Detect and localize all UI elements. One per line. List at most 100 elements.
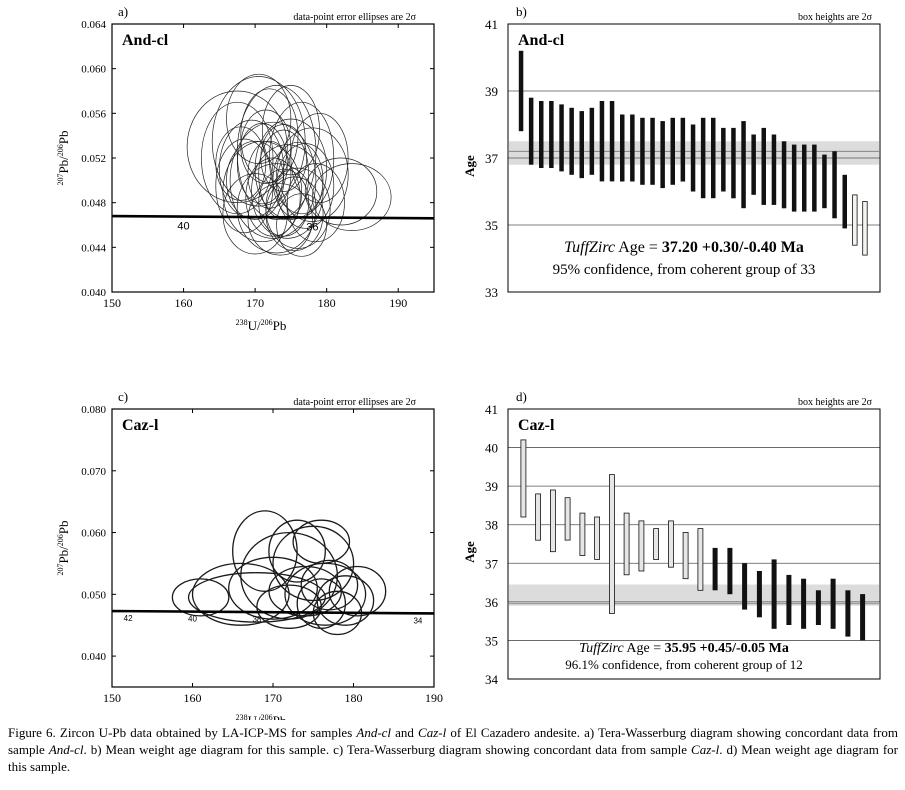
age-box — [756, 571, 762, 618]
error-ellipse — [245, 157, 301, 237]
error-ellipse — [247, 183, 313, 256]
result-age-text: TuffZirc Age = 35.95 +0.45/-0.05 Ma — [579, 641, 789, 656]
plot-area-a: 40 36 — [112, 73, 434, 257]
age-box — [550, 489, 556, 553]
age-box — [535, 493, 541, 541]
y-tick-label: 40 — [485, 441, 498, 456]
error-ellipse — [191, 562, 290, 626]
error-ellipse — [311, 163, 392, 231]
y-axis-label: 207Pb/206Pb — [56, 520, 71, 575]
y-axis-label: Age — [462, 155, 477, 177]
age-box — [599, 101, 605, 182]
x-tick-label: 170 — [264, 691, 282, 705]
y-tick-label: 37 — [485, 556, 499, 571]
plot-area-c: 42 40 38 34 — [112, 510, 434, 636]
age-box — [741, 121, 746, 209]
error-ellipse — [186, 90, 288, 203]
error-ellipse — [265, 167, 331, 249]
age-box — [594, 516, 600, 560]
error-ellipse — [226, 140, 285, 220]
error-ellipse — [268, 519, 326, 583]
age-box — [670, 117, 675, 185]
y-tick-label: 34 — [485, 672, 499, 687]
age-box — [815, 590, 821, 625]
error-ellipse — [215, 138, 274, 234]
caption-text-1: Figure 6. Zircon U-Pb data obtained by L… — [8, 725, 357, 740]
y-tick-label: 0.052 — [81, 153, 106, 165]
x-axis-label: 238U/206Pb — [236, 713, 287, 720]
error-ellipse — [226, 73, 292, 164]
sample-label: Caz-l — [518, 417, 555, 434]
age-box — [842, 174, 847, 229]
error-ellipse — [232, 510, 298, 592]
panel-letter: a) — [118, 4, 128, 19]
concordia-curve — [112, 609, 434, 615]
error-ellipse — [276, 193, 327, 257]
panel-letter: b) — [516, 4, 527, 19]
age-box — [845, 590, 851, 637]
caption-sample-1: And-cl — [356, 725, 392, 740]
plot-frame-d — [507, 408, 881, 680]
y-tick-label: 0.060 — [81, 64, 106, 76]
y-tick-label: 39 — [485, 479, 498, 494]
y-tick-label: 39 — [485, 84, 498, 99]
error-ellipse — [236, 163, 317, 254]
y-tick-label: 0.080 — [81, 404, 106, 416]
panel-a: 40 36 150 160 170 180 190 0.040 0.044 0.048 0.052 0… — [56, 4, 435, 333]
error-ellipse — [228, 556, 318, 620]
x-tick-label: 150 — [103, 296, 121, 310]
error-ellipse — [247, 140, 292, 209]
y-tick-label: 0.064 — [81, 19, 106, 31]
age-box — [668, 520, 674, 568]
age-box — [623, 512, 630, 576]
y-tick-label: 0.070 — [81, 466, 106, 478]
concordia-age-label: 40 — [188, 615, 197, 624]
error-ellipse — [300, 559, 359, 611]
age-box — [771, 134, 777, 205]
age-box — [549, 101, 554, 168]
age-box — [700, 117, 706, 199]
age-box — [801, 578, 807, 629]
age-box — [812, 144, 817, 212]
x-tick-label: 180 — [345, 691, 363, 705]
error-ellipse — [260, 124, 307, 192]
caption-sample-4: Caz-l — [691, 742, 720, 757]
y-tick-label: 0.044 — [81, 242, 106, 254]
y-tick-label: 41 — [485, 402, 498, 417]
error-ellipse — [292, 519, 351, 565]
age-box — [518, 50, 524, 132]
panel-note: data-point error ellipses are 2σ — [293, 12, 416, 23]
age-box — [731, 127, 736, 199]
error-ellipse — [286, 163, 345, 243]
panel-letter: c) — [118, 389, 128, 404]
y-tick-label: 37 — [485, 151, 499, 166]
plot-frame-b — [507, 23, 881, 293]
y-tick-label: 0.056 — [81, 108, 106, 120]
age-box — [528, 97, 534, 165]
figure-caption: Figure 6. Zircon U-Pb data obtained by L… — [8, 724, 898, 775]
error-ellipse — [304, 157, 378, 226]
age-box — [640, 117, 645, 185]
age-box — [791, 144, 797, 212]
age-box — [660, 121, 665, 189]
y-tick-label: 0.040 — [81, 287, 106, 299]
age-box — [609, 474, 615, 614]
age-box — [609, 101, 615, 182]
panel-d: 34 35 36 37 38 39 40 41 Age d) box heights are 2σ C… — [462, 389, 881, 687]
age-box — [690, 124, 696, 192]
error-ellipse — [222, 173, 288, 255]
figure-panels: 40 36 150 160 170 180 190 0.040 0.044 0.048 0.052 0… — [56, 4, 881, 720]
result-age-text: TuffZirc Age = 37.20 +0.30/-0.40 Ma — [564, 239, 804, 256]
error-ellipse — [171, 578, 230, 617]
error-ellipse — [328, 565, 387, 617]
y-tick-label: 0.050 — [81, 589, 106, 601]
y-tick-label: 41 — [485, 17, 498, 32]
plot-frame-c — [111, 408, 435, 688]
concordia-age-label: 36 — [306, 221, 318, 233]
age-box — [650, 117, 655, 185]
age-box — [727, 547, 733, 595]
panel-letter: d) — [516, 389, 527, 404]
x-tick-label: 150 — [103, 691, 121, 705]
age-box — [682, 532, 689, 580]
age-box — [579, 111, 584, 179]
